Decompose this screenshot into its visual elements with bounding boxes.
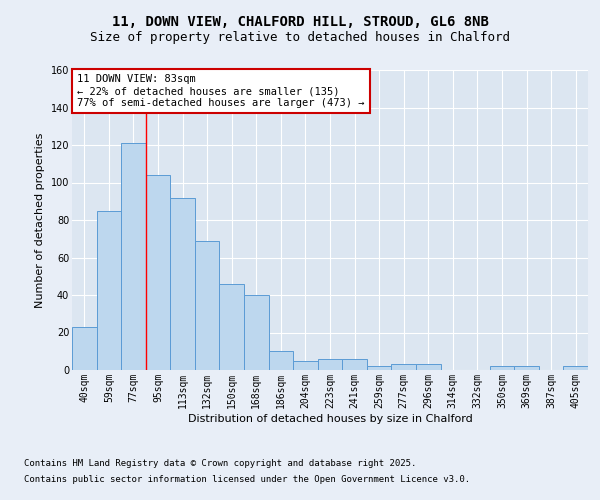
Bar — [391, 364, 416, 370]
Bar — [72, 327, 97, 370]
Bar — [367, 366, 391, 370]
Bar — [269, 351, 293, 370]
Bar — [220, 284, 244, 370]
Text: Contains public sector information licensed under the Open Government Licence v3: Contains public sector information licen… — [24, 474, 470, 484]
X-axis label: Distribution of detached houses by size in Chalford: Distribution of detached houses by size … — [188, 414, 472, 424]
Bar — [293, 360, 318, 370]
Bar — [490, 366, 514, 370]
Bar — [318, 359, 342, 370]
Bar — [514, 366, 539, 370]
Bar — [97, 210, 121, 370]
Bar — [195, 240, 220, 370]
Text: 11 DOWN VIEW: 83sqm
← 22% of detached houses are smaller (135)
77% of semi-detac: 11 DOWN VIEW: 83sqm ← 22% of detached ho… — [77, 74, 365, 108]
Bar — [244, 295, 269, 370]
Y-axis label: Number of detached properties: Number of detached properties — [35, 132, 45, 308]
Bar — [146, 175, 170, 370]
Text: Contains HM Land Registry data © Crown copyright and database right 2025.: Contains HM Land Registry data © Crown c… — [24, 460, 416, 468]
Text: 11, DOWN VIEW, CHALFORD HILL, STROUD, GL6 8NB: 11, DOWN VIEW, CHALFORD HILL, STROUD, GL… — [112, 16, 488, 30]
Bar — [416, 364, 440, 370]
Bar — [342, 359, 367, 370]
Bar — [563, 366, 588, 370]
Bar — [121, 143, 146, 370]
Bar — [170, 198, 195, 370]
Text: Size of property relative to detached houses in Chalford: Size of property relative to detached ho… — [90, 31, 510, 44]
